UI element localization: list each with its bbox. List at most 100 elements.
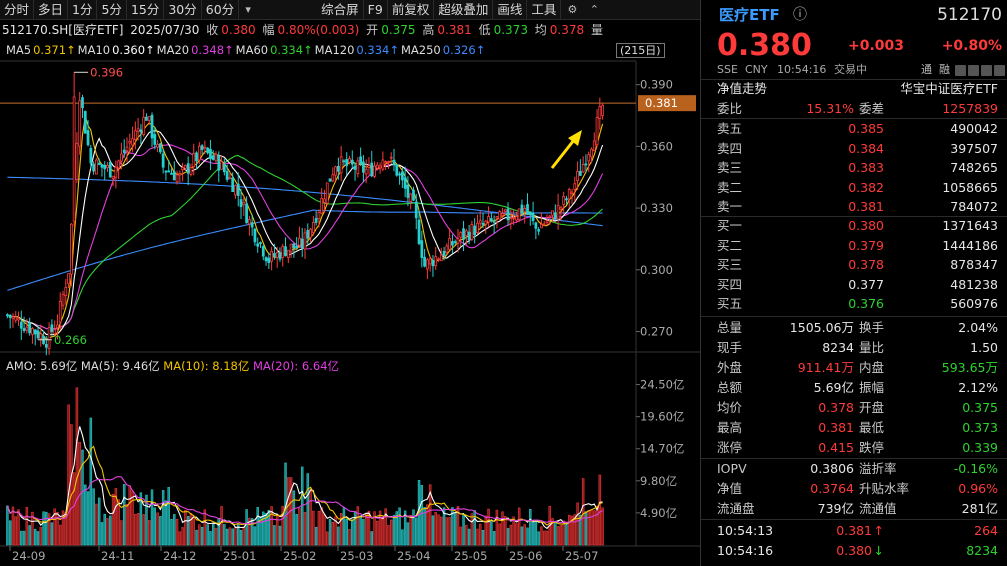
tab-1[interactable]: 多日 — [34, 0, 69, 20]
candle-body-94 — [267, 257, 271, 264]
low-value: 0.373 — [493, 23, 528, 37]
edit-icon[interactable] — [968, 65, 979, 76]
candle-body-18 — [56, 324, 59, 328]
volume-bar-128 — [362, 519, 365, 546]
candle-body-150 — [423, 256, 426, 267]
tab-3[interactable]: 5分 — [97, 0, 127, 20]
candle-body-115 — [325, 182, 329, 204]
iopv-v1-0: 0.3806 — [810, 461, 854, 476]
action-4[interactable]: 画线 — [493, 0, 528, 20]
candle-body-52 — [150, 114, 154, 139]
days-badge[interactable]: (215日) — [616, 43, 665, 58]
bid-row-3: 买四 0.377 481238 — [701, 275, 1007, 295]
iopv-row-2: 流通盘 739亿 流通值 281亿 — [701, 499, 1007, 519]
volume-bar-13 — [42, 511, 45, 546]
volume-bar-119 — [337, 526, 340, 546]
volume-bar-162 — [456, 506, 460, 546]
weibi-row: 委比 15.31% 委差 1257839 — [701, 99, 1007, 119]
close-label: 收 — [206, 23, 219, 37]
candle-body-16 — [50, 324, 54, 332]
candle-body-177 — [498, 211, 502, 220]
candle-body-57 — [164, 170, 168, 173]
candle-body-153 — [431, 259, 435, 267]
volume-bar-126 — [356, 506, 360, 546]
volume-bar-194 — [545, 530, 549, 546]
ask-price-2: 0.383 — [848, 160, 884, 175]
etf-code: 512170 — [937, 5, 1002, 25]
bid-price-0: 0.380 — [848, 218, 884, 233]
action-3[interactable]: 超级叠加 — [434, 0, 494, 20]
action-1[interactable]: F9 — [364, 0, 388, 20]
volume-bar-203 — [570, 515, 574, 546]
volume-bar-18 — [56, 512, 59, 546]
bid-label-4: 买五 — [717, 296, 743, 311]
candle-body-69 — [197, 145, 201, 161]
iopv-v1-1: 0.3764 — [810, 481, 854, 496]
tab-0[interactable]: 分时 — [0, 0, 35, 20]
volume-bar-207 — [581, 478, 585, 546]
nav-trend-label: 净值走势 — [717, 81, 768, 96]
volume-bar-173 — [487, 508, 490, 546]
volume-bar-175 — [492, 531, 496, 546]
volume-bar-208 — [584, 511, 588, 546]
ask-row-2: 卖三 0.383 748265 — [701, 158, 1007, 178]
volume-bar-167 — [470, 513, 474, 546]
tab-5[interactable]: 30分 — [164, 0, 202, 20]
chevron-up-icon[interactable]: ⌃ — [589, 3, 599, 16]
ma-value-5: 0.326↑ — [442, 43, 486, 57]
candle-body-109 — [309, 228, 312, 238]
pencil-icon[interactable] — [955, 65, 966, 76]
action-0[interactable]: 综合屏 — [317, 0, 364, 20]
iopv-v2-0: -0.16% — [953, 461, 998, 476]
menu-icon[interactable] — [994, 65, 1005, 76]
volume-bar-3 — [14, 516, 17, 546]
panel-divider-2 — [701, 118, 1007, 119]
list-icon[interactable] — [981, 65, 992, 76]
info-icon[interactable]: ⓘ — [793, 7, 807, 23]
action-2[interactable]: 前复权 — [388, 0, 435, 20]
candle-body-34 — [100, 164, 104, 168]
ask-vol-0: 490042 — [950, 121, 998, 136]
volume-bar-29 — [86, 491, 90, 546]
volume-bar-95 — [270, 506, 273, 546]
volume-bar-39 — [114, 488, 118, 546]
tab-2[interactable]: 1分 — [68, 0, 98, 20]
volume-bar-121 — [342, 507, 346, 546]
volume-bar-91 — [259, 516, 262, 546]
volume-bar-117 — [331, 521, 335, 546]
volume-bar-199 — [559, 525, 563, 546]
iopv-l2-2: 流通值 — [859, 501, 897, 516]
panel-title-row: 医疗ETF ⓘ 512170 — [701, 4, 1007, 26]
caret-down-icon[interactable]: ▾ — [245, 3, 251, 16]
volume-bar-96 — [273, 525, 276, 546]
volume-bar-193 — [542, 530, 546, 546]
candle-body-56 — [161, 153, 165, 168]
tab-4[interactable]: 15分 — [127, 0, 165, 20]
action-5[interactable]: 工具 — [527, 0, 562, 20]
volume-bar-132 — [373, 511, 376, 546]
candle-body-66 — [189, 167, 193, 175]
candle-body-145 — [409, 193, 413, 202]
candle-body-193 — [542, 223, 546, 226]
stats-l2-2: 内盘 — [859, 360, 885, 375]
candle-body-189 — [531, 212, 535, 221]
bid-row-0: 买一 0.380 1371643 — [701, 216, 1007, 236]
date-tick-label-1: 24-11 — [101, 549, 134, 563]
candle-body-43 — [125, 146, 129, 152]
tab-6[interactable]: 60分 — [202, 0, 240, 20]
candle-body-103 — [292, 243, 296, 249]
volume-bar-191 — [537, 531, 540, 546]
volume-bar-136 — [384, 508, 387, 546]
candle-body-124 — [350, 159, 354, 165]
kline-chart[interactable]: 0.390 0.360 0.330 0.300 0.270 24.50亿 19.60亿 14.… — [0, 0, 700, 566]
candle-body-99 — [281, 245, 285, 258]
gear-icon[interactable]: ⚙ — [567, 3, 578, 16]
volume-bar-43 — [125, 503, 129, 546]
stats-v1-1: 8234 — [822, 340, 854, 355]
ma20-line — [12, 144, 604, 330]
volume-bar-150 — [423, 507, 426, 546]
candle-body-156 — [439, 254, 443, 262]
candle-body-47 — [136, 128, 140, 132]
amo-ma20: MA(20): 6.64亿 — [249, 359, 339, 373]
bid-row-2: 买三 0.378 878347 — [701, 255, 1007, 275]
